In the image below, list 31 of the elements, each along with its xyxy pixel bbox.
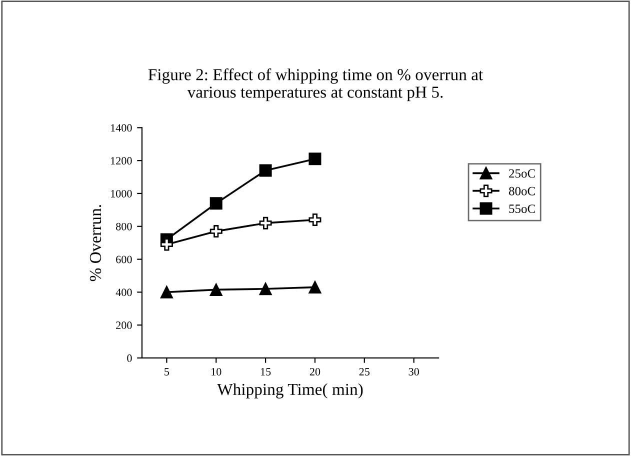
y-axis-title: % Overrun. [90, 205, 102, 282]
y-tick-label: 800 [116, 222, 132, 230]
chart-title: Figure 2: Effect of whipping time on % overrun at various temperatures at constant pH 5. [148, 68, 484, 102]
point [259, 164, 272, 177]
y-tick-label: 1000 [111, 190, 132, 198]
point [308, 280, 322, 294]
y-tick-label: 200 [116, 322, 132, 330]
point [308, 214, 322, 226]
legend-label: 55oC [509, 204, 535, 213]
legend-label: 25oC [509, 169, 535, 178]
y-tick-label: 400 [116, 288, 132, 296]
point [210, 197, 222, 210]
point [160, 286, 173, 298]
point [160, 238, 173, 251]
y-tick-label: 1200 [111, 157, 132, 165]
point [210, 283, 222, 296]
x-tick-label: 15 [260, 368, 271, 376]
x-tick-label: 30 [408, 368, 419, 376]
x-tick-label: 5 [164, 368, 170, 376]
x-tick-label: 20 [310, 368, 320, 376]
y-tick-label: 0 [127, 354, 132, 362]
point [259, 282, 272, 296]
point [210, 225, 222, 238]
y-tick-label: 600 [116, 256, 132, 264]
x-tick-label: 10 [212, 368, 222, 376]
legend-label: 80oC [508, 186, 535, 196]
x-tick-label: 25 [359, 368, 370, 376]
y-tick-label: 1400 [111, 124, 132, 132]
point [308, 152, 322, 166]
point [259, 216, 272, 230]
x-axis-title: Whipping Time( min) [217, 383, 363, 398]
